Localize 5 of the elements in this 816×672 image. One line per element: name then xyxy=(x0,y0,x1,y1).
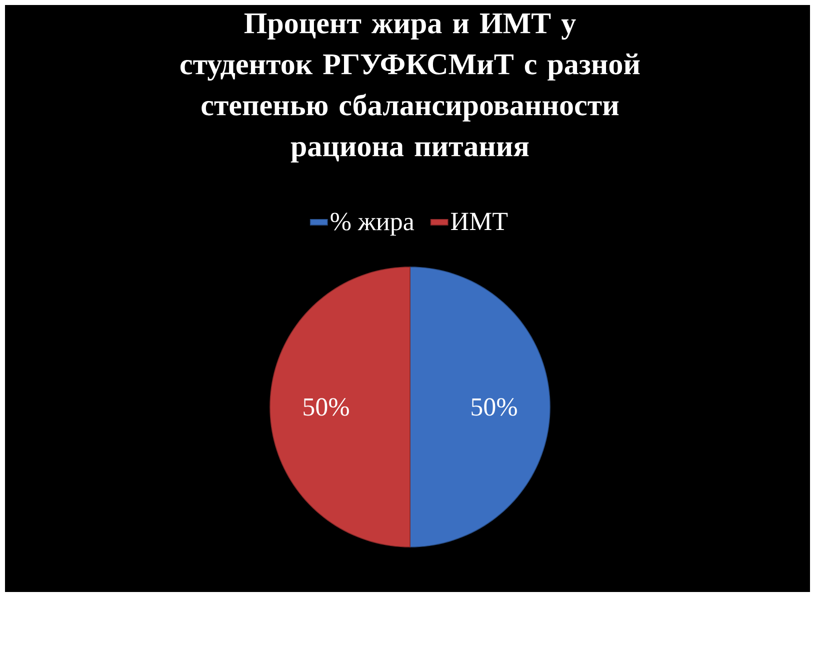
chart-title: Процент жира и ИМТ у студенток РГУФКСМиТ с разной степенью сбалансированности рациона питания xyxy=(180,14,640,163)
legend-label: % жира xyxy=(330,212,414,236)
data-label: 50% xyxy=(304,398,349,416)
legend-label: ИМТ xyxy=(451,212,508,230)
data-label: 50% xyxy=(472,398,517,416)
